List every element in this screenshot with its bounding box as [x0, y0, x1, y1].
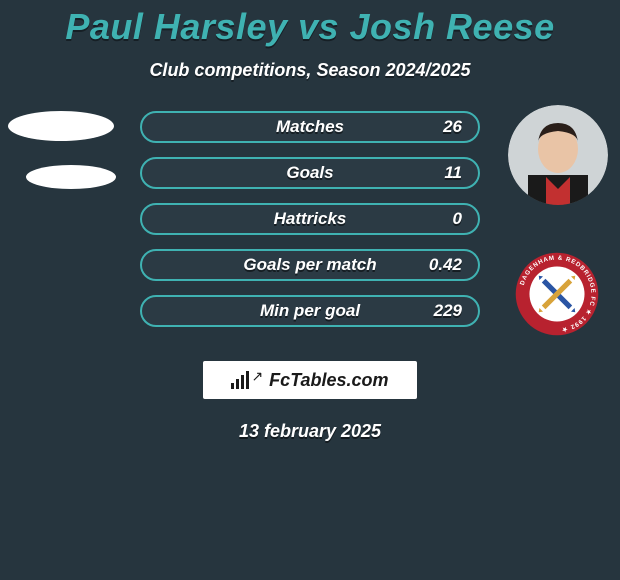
logo-suffix: Tables.com: [290, 370, 388, 390]
stat-label: Matches: [142, 117, 478, 137]
stat-label: Min per goal: [142, 301, 478, 321]
stats-section: DAGENHAM & REDBRIDGE FC ★ 1992 ★ Matches…: [0, 111, 620, 341]
stat-bar: Min per goal 229: [140, 295, 480, 327]
stat-row: Goals per match 0.42: [0, 249, 620, 295]
stat-value: 0: [453, 209, 462, 229]
snapshot-date: 13 february 2025: [0, 421, 620, 442]
stat-value: 0.42: [429, 255, 462, 275]
logo-text: FcTables.com: [269, 370, 388, 391]
stat-label: Goals: [142, 163, 478, 183]
page-title: Paul Harsley vs Josh Reese: [0, 6, 620, 48]
logo-prefix: Fc: [269, 370, 290, 390]
logo-arrow-icon: ↗: [251, 368, 263, 385]
stat-value: 229: [434, 301, 462, 321]
subtitle: Club competitions, Season 2024/2025: [0, 60, 620, 81]
stat-value: 26: [443, 117, 462, 137]
stat-value: 11: [444, 163, 462, 183]
stat-row: Matches 26: [0, 111, 620, 157]
stat-row: Goals 11: [0, 157, 620, 203]
stat-bar: Goals per match 0.42: [140, 249, 480, 281]
stat-label: Goals per match: [142, 255, 478, 275]
comparison-card: Paul Harsley vs Josh Reese Club competit…: [0, 0, 620, 442]
stat-label: Hattricks: [142, 209, 478, 229]
stat-bar: Matches 26: [140, 111, 480, 143]
stat-row: Min per goal 229: [0, 295, 620, 341]
stat-bar: Hattricks 0: [140, 203, 480, 235]
stat-bar: Goals 11: [140, 157, 480, 189]
stat-row: Hattricks 0: [0, 203, 620, 249]
logo-bars-icon: [231, 371, 249, 389]
fctables-logo: ↗ FcTables.com: [203, 361, 417, 399]
